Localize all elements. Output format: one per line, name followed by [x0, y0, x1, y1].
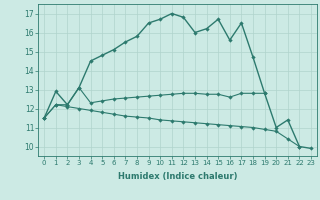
X-axis label: Humidex (Indice chaleur): Humidex (Indice chaleur) — [118, 172, 237, 181]
